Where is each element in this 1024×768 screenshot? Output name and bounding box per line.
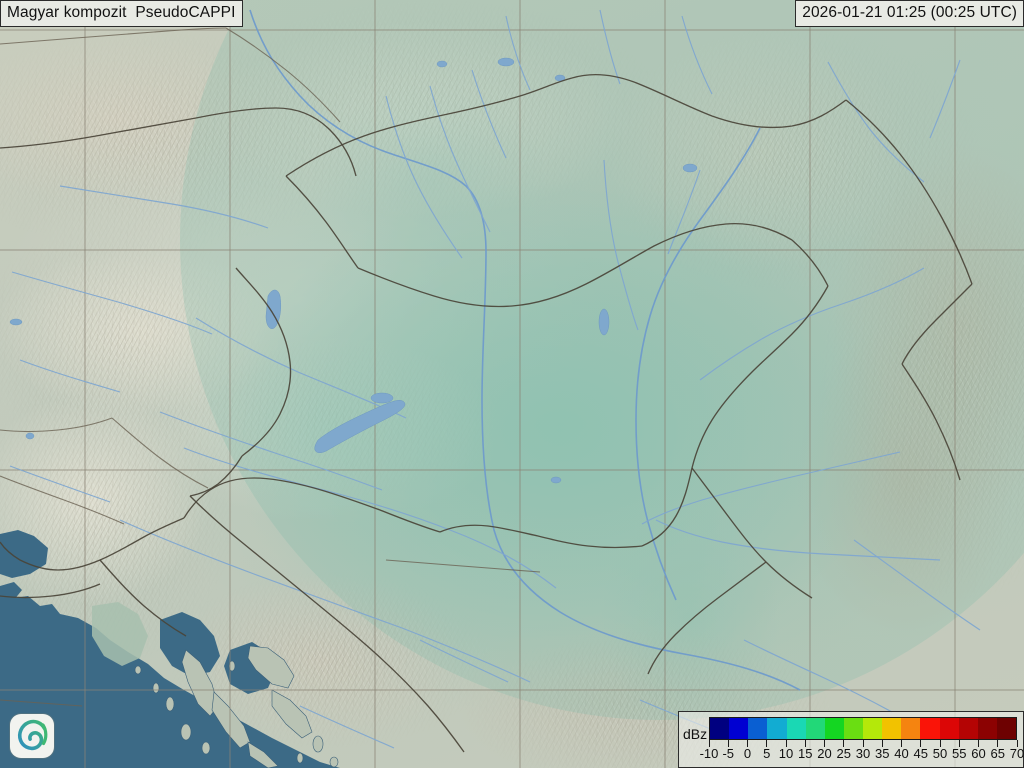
legend-tick-label: 60 <box>971 746 986 761</box>
legend-swatch-35 <box>882 718 902 739</box>
legend-tick-label: 70 <box>1009 746 1024 761</box>
legend-unit-label: dBz <box>683 726 708 742</box>
legend-swatch-40 <box>901 718 921 739</box>
border-ua-ro <box>845 99 973 285</box>
legend-tick <box>920 740 922 747</box>
legend-swatch-45 <box>920 718 940 739</box>
border-hr-ba <box>189 495 465 753</box>
legend-tick <box>766 740 768 747</box>
legend-tick <box>939 740 941 747</box>
dalmatian-islands <box>134 645 339 768</box>
legend-swatch--5 <box>729 718 749 739</box>
hungaromet-logo[interactable] <box>10 714 54 758</box>
legend-tick <box>1016 740 1018 747</box>
legend-tick <box>727 740 729 747</box>
legend-tick-label: 15 <box>798 746 813 761</box>
dbz-legend: dBz -10 -5 0 5 10 15 20 25 30 35 40 45 50 55 60 65 70 <box>678 711 1024 768</box>
legend-tick-labels: -10 -5 0 5 10 15 20 25 30 35 40 45 50 55 60 65 70 <box>700 746 1024 763</box>
legend-tick-label: 35 <box>875 746 890 761</box>
legend-tick <box>978 740 979 747</box>
lake-tisza <box>598 308 610 336</box>
legend-tick-label: 25 <box>836 746 851 761</box>
border-si-hr <box>0 517 185 571</box>
legend-tick-label: 30 <box>855 746 871 761</box>
legend-tick-label: -5 <box>722 746 735 761</box>
border-ro-rs <box>691 467 813 599</box>
border-pl-sk <box>285 73 847 177</box>
legend-swatch-5 <box>767 718 787 739</box>
legend-tick <box>708 740 710 747</box>
legend-swatch-15 <box>805 718 825 739</box>
legend-tick-label: 65 <box>990 746 1005 761</box>
legend-tick <box>997 740 999 747</box>
legend-color-strip <box>709 717 1017 740</box>
legend-swatch-60 <box>977 718 997 739</box>
legend-inner: dBz -10 -5 0 5 10 15 20 25 30 35 40 45 50 55 60 65 70 <box>679 712 1024 767</box>
legend-tick-label: 10 <box>778 746 794 761</box>
legend-swatch-65 <box>996 718 1016 739</box>
legend-tick <box>785 740 787 747</box>
border-cz-at <box>0 107 357 177</box>
lake-velence <box>370 392 394 404</box>
border-sk-hu-west <box>285 175 359 269</box>
border-hu-ro <box>641 285 829 547</box>
legend-tick <box>901 740 902 747</box>
product-title-label: Magyar kompozit PseudoCAPPI <box>0 0 243 27</box>
istria-peninsula <box>92 602 148 666</box>
legend-tick-label: 20 <box>817 746 832 761</box>
spiral-icon <box>17 719 48 751</box>
legend-swatch-0 <box>748 718 768 739</box>
legend-tick <box>862 740 864 747</box>
timestamp-label: 2026-01-21 01:25 (00:25 UTC) <box>795 0 1024 27</box>
legend-tick-label: 0 <box>743 746 752 761</box>
legend-tick <box>804 740 806 747</box>
legend-tick-label: 50 <box>932 746 948 761</box>
legend-tick <box>824 740 825 747</box>
legend-tick <box>843 740 845 747</box>
legend-swatch-50 <box>939 718 959 739</box>
lake-ferto <box>265 289 282 329</box>
legend-tick-label: 55 <box>952 746 967 761</box>
border-hu-ua <box>791 239 829 287</box>
legend-swatch-20 <box>824 718 844 739</box>
legend-tick <box>747 740 748 747</box>
legend-tick-label: 45 <box>913 746 928 761</box>
border-hu-rs <box>439 524 643 549</box>
border-at-hu <box>235 267 292 457</box>
legend-tick <box>881 740 883 747</box>
legend-swatch-30 <box>863 718 883 739</box>
legend-tick-label: 40 <box>894 746 909 761</box>
legend-tick <box>958 740 960 747</box>
legend-swatch-25 <box>843 718 863 739</box>
legend-swatch-10 <box>786 718 806 739</box>
legend-swatch-55 <box>958 718 978 739</box>
border-hu-hr <box>183 477 441 533</box>
legend-tick-label: 5 <box>763 746 771 761</box>
border-hu-sk <box>357 222 793 308</box>
legend-tick-label: -10 <box>699 746 719 761</box>
legend-swatch--10 <box>710 718 730 739</box>
lake-balaton <box>314 400 406 453</box>
legend-tick-marks <box>708 740 1018 747</box>
